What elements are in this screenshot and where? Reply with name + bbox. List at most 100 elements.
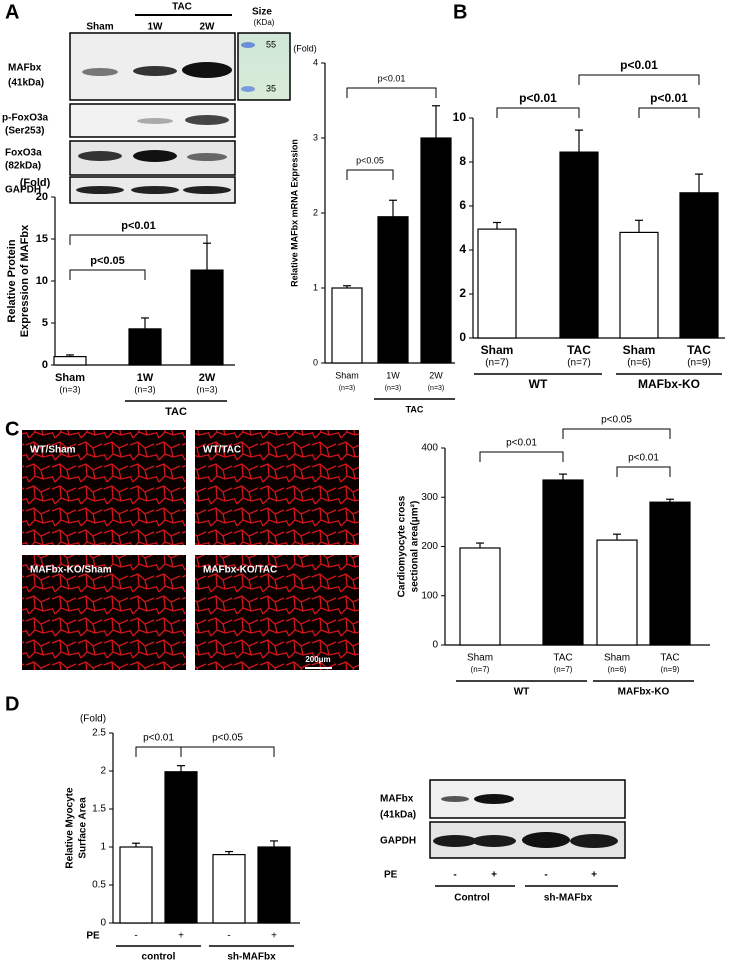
row-label: FoxO3a — [5, 148, 42, 159]
bar — [542, 479, 584, 646]
n-label: (n=3) — [59, 384, 80, 394]
panel-label: C — [5, 418, 19, 440]
band — [187, 153, 227, 161]
y-tick-label: 2 — [459, 286, 466, 300]
n-label: (n=3) — [339, 385, 356, 392]
x-tick-label: Sham — [604, 653, 630, 664]
y-tick-label: 10 — [36, 275, 48, 287]
x-tick-label: TAC — [687, 343, 711, 357]
bar — [679, 192, 719, 339]
y-tick-label: 2 — [100, 766, 106, 777]
western-blot: Sham TAC 1W 2W Size (KDa) 55 35 MAFbx (4… — [2, 2, 291, 204]
marker-label: 35 — [266, 83, 276, 93]
x-tick-label: TAC — [660, 653, 679, 664]
row-label: (41kDa) — [380, 810, 416, 821]
band — [570, 834, 618, 848]
significance-bracket — [180, 746, 275, 757]
significance-bracket — [578, 74, 700, 85]
y-tick-label: 300 — [421, 492, 438, 503]
panel-label: B — [453, 1, 467, 23]
micrographs: WT/Sham WT/TAC MAFbx-KO/Sham MAFbx-KO/TA… — [22, 430, 359, 670]
y-tick-label: 0 — [459, 330, 466, 344]
x-tick-label: Sham — [481, 343, 514, 357]
lane-label: 1W — [148, 22, 164, 33]
panel-label: A — [5, 1, 19, 23]
y-tick-label: 8 — [459, 154, 466, 168]
y-tick-label: 4 — [313, 57, 318, 67]
n-label: (n=3) — [385, 385, 402, 392]
band — [78, 151, 122, 161]
significance-label: p<0.01 — [506, 438, 537, 449]
lane-label: Sham — [86, 22, 113, 33]
n-label: (n=7) — [471, 665, 490, 674]
x-tick-label: Sham — [467, 653, 493, 664]
x-tick-label: 1W — [386, 370, 400, 380]
size-unit: (KDa) — [254, 18, 275, 27]
micrograph-label: MAFbx-KO/Sham — [30, 565, 112, 576]
y-tick-label: 0.5 — [92, 880, 106, 891]
row-label: GAPDH — [5, 185, 41, 196]
band — [472, 835, 516, 847]
bar — [649, 501, 691, 646]
significance-label: p<0.01 — [628, 453, 659, 464]
micrograph — [22, 555, 186, 670]
significance-bracket — [69, 269, 146, 280]
marker-band — [241, 42, 255, 48]
y-tick-label: 1 — [100, 842, 106, 853]
significance-label: p<0.01 — [650, 91, 688, 105]
x-tick-label: TAC — [567, 343, 591, 357]
group-label: TAC — [165, 406, 187, 418]
size-label: Size — [252, 7, 272, 18]
y-tick-label: 1.5 — [92, 804, 106, 815]
band — [185, 115, 229, 125]
y-tick-label: 6 — [459, 198, 466, 212]
x-tick-label: Sham — [623, 343, 656, 357]
n-label: (n=7) — [485, 358, 509, 369]
y-tick-label: 20 — [36, 191, 48, 203]
significance-bracket — [638, 107, 700, 118]
significance-bracket — [496, 107, 580, 118]
band — [82, 68, 118, 76]
row-label: (82kDa) — [5, 161, 41, 172]
y-axis-label: Relative Protein — [6, 239, 18, 322]
band — [182, 62, 232, 78]
y-tick-label: 0 — [42, 359, 48, 371]
band — [183, 186, 231, 194]
bar — [257, 846, 291, 924]
bar — [459, 547, 501, 646]
y-tick-label: 2 — [313, 207, 318, 217]
significance-label: p<0.01 — [519, 91, 557, 105]
bar — [128, 328, 162, 366]
y-tick-label: 0 — [313, 357, 318, 367]
group-label: sh-MAFbx — [544, 893, 593, 904]
group-label: MAFbx-KO — [618, 687, 670, 698]
n-label: (n=3) — [134, 384, 155, 394]
band — [133, 150, 177, 162]
group-label: Control — [454, 893, 490, 904]
y-axis-label: Relative MAFbx mRNA Expression — [289, 139, 299, 287]
y-axis-label: Cardiomyocyte cross — [397, 495, 408, 597]
significance-label: p<0.01 — [121, 220, 156, 232]
row-label: MAFbx — [380, 794, 414, 805]
band — [131, 186, 179, 194]
x-tick-label: 2W — [429, 370, 443, 380]
lane-label: - — [544, 870, 547, 881]
lane-label: + — [591, 870, 597, 881]
y-tick-label: 3 — [313, 132, 318, 142]
band — [522, 832, 570, 848]
marker-label: 55 — [266, 39, 276, 49]
x-row-label: PE — [86, 931, 100, 942]
x-tick-label: + — [271, 931, 277, 942]
panel-label: D — [5, 693, 19, 715]
significance-bracket — [616, 466, 671, 477]
micrograph — [195, 555, 359, 670]
y-unit: (Fold) — [293, 43, 317, 53]
band — [133, 66, 177, 76]
bar — [190, 269, 224, 366]
band — [76, 186, 124, 194]
bar — [164, 771, 198, 924]
y-tick-label: 100 — [421, 590, 438, 601]
y-tick-label: 200 — [421, 541, 438, 552]
significance-label: p<0.01 — [620, 58, 658, 72]
y-unit: (Fold) — [80, 714, 106, 725]
